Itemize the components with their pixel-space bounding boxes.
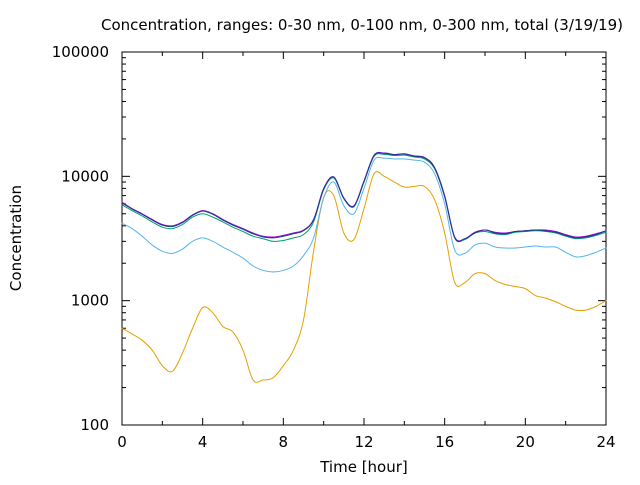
series-line-1 <box>121 171 607 383</box>
y-axis-label: Concentration <box>7 185 25 291</box>
x-tick-label: 20 <box>516 433 535 451</box>
x-tick-label: 24 <box>596 433 615 451</box>
series-line-2 <box>121 156 607 273</box>
series-line-3 <box>121 153 607 243</box>
x-axis-label: Time [hour] <box>319 458 408 476</box>
y-tick-label: 1000 <box>71 292 109 310</box>
series-line-5 <box>121 152 607 242</box>
y-tick-label: 10000 <box>61 167 109 185</box>
series-line-4 <box>121 151 607 242</box>
y-tick-label: 100000 <box>52 43 109 61</box>
x-tick-label: 0 <box>117 433 127 451</box>
chart-title: Concentration, ranges: 0-30 nm, 0-100 nm… <box>101 16 623 34</box>
x-tick-label: 16 <box>435 433 454 451</box>
axis-ticks: 0 4 8 12 16 20 24 100 1000 10000 100000 <box>52 43 616 451</box>
y-tick-label: 100 <box>80 416 109 434</box>
plot-frame <box>121 51 607 426</box>
series-lines <box>121 151 607 383</box>
x-tick-label: 4 <box>198 433 208 451</box>
x-tick-label: 8 <box>279 433 289 451</box>
x-tick-label: 12 <box>354 433 373 451</box>
